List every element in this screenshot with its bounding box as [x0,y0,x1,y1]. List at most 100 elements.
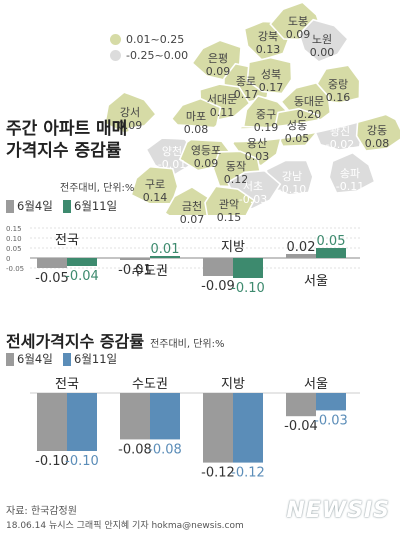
district-value: 0.16 [325,91,351,104]
district-label-11: 중구 0.19 [254,108,279,134]
chart2-legend-item-2: 6월11일 [63,351,117,367]
bar-지방-1 [203,393,233,463]
district-name: 광진 [329,125,351,138]
district-label-12: 성동 0.05 [285,119,310,145]
district-name: 노원 [311,33,333,46]
district-label-5: 성북 0.17 [259,68,284,94]
district-area-2 [298,18,349,63]
category-label-서울: 서울 [304,377,328,392]
bar-지방-2 [233,393,263,463]
district-name: 서대문 [206,93,238,106]
value-label-전국-1: -0.05 [35,271,69,286]
district-value: 0.17 [233,88,259,101]
category-label-수도권: 수도권 [132,377,168,392]
chart2-legend-swatch-1 [6,352,14,366]
district-name: 종로 [235,75,257,88]
district-value: 0.05 [284,132,310,145]
bar-서울-2 [316,393,346,411]
district-area-3 [191,39,242,82]
district-label-10: 마포 0.08 [184,110,209,136]
district-label-2: 노원 0.00 [310,33,335,59]
legend-positive-label: 0.01~0.25 [126,33,185,46]
district-value: 0.08 [183,123,209,136]
district-label-3: 은평 0.09 [206,52,231,78]
category-label-지방: 지방 [221,240,245,255]
district-label-13: 광진 -0.02 [326,125,354,151]
district-value: 0.14 [142,191,168,204]
legend-negative: -0.25~0.00 [110,49,188,62]
district-value: 0.09 [285,28,311,41]
district-name: 성북 [260,68,282,81]
value-label-전국-2: -0.10 [65,454,99,469]
value-label-서울-2: 0.05 [317,234,346,249]
district-label-21: 송파 -0.11 [336,167,364,193]
bar-전국-2 [67,258,97,266]
district-value: 0.17 [258,81,284,94]
district-value: -0.03 [238,193,268,206]
value-label-서울-2: -0.03 [314,413,348,428]
category-label-전국: 전국 [55,233,79,248]
value-label-지방-2: -0.10 [231,281,265,296]
district-value: 0.12 [223,173,249,186]
category-label-전국: 전국 [55,377,79,392]
district-value: 0.20 [296,108,322,121]
source-text: 자료: 한국감정원 [6,506,77,517]
newsis-watermark: NEWSIS [286,498,390,523]
district-value: -0.10 [277,183,307,196]
district-label-14: 강동 0.08 [365,124,390,150]
district-value: 0.08 [364,137,390,150]
district-name: 구로 [144,178,166,191]
district-name: 송파 [339,167,361,180]
district-value: 0.03 [244,150,270,163]
district-name: 관악 [218,198,240,211]
bar-서울-1 [286,393,316,417]
value-label-서울-1: 0.02 [287,240,316,255]
category-label-수도권: 수도권 [132,264,168,279]
bar-전국-1 [37,393,67,451]
district-label-8: 동대문 0.20 [294,95,324,121]
seoul-district-map [104,1,400,215]
district-value: 0.11 [209,106,235,119]
district-name: 영등포 [190,144,222,157]
district-area-21 [328,151,376,194]
chart1-legend-item-1: 6월4일 [6,198,53,214]
district-label-23: 금천 0.07 [180,200,205,226]
district-label-18: 구로 0.14 [143,178,168,204]
chart2-legend-swatch-2 [63,352,71,366]
district-area-18 [130,165,179,205]
bar-지방-1 [203,258,233,276]
y-tick-label--0.05: -0.05 [6,265,24,273]
han-river [128,104,390,143]
district-label-24: 관악 0.15 [217,198,242,224]
district-name: 강서 [119,106,141,119]
district-label-1: 도봉 0.09 [286,15,311,41]
district-value: 0.09 [205,65,231,78]
chart2-header: 전세가격지수 증감률 전주대비, 단위:% [6,328,225,352]
district-name: 동대문 [293,95,325,108]
chart2-legend-item-1: 6월4일 [6,351,53,367]
legend-positive-swatch [110,34,121,45]
chart2-title: 전세가격지수 증감률 [6,332,145,351]
district-label-4: 종로 0.17 [234,75,259,101]
jeonse-price-chart: -0.10-0.10 전국 -0.08-0.08 수도권 -0.12-0.12 지방 -0.… [30,377,360,481]
legend-negative-label: -0.25~0.00 [126,49,189,62]
district-label-17: 용산 0.03 [245,137,270,163]
category-label-서울: 서울 [304,274,328,289]
district-label-0: 강북 0.13 [256,30,281,56]
district-name: 동작 [225,160,247,173]
bar-수도권-2 [150,256,180,258]
district-label-7: 서대문 0.11 [207,93,237,119]
district-value: -0.02 [325,138,355,151]
district-name: 도봉 [287,15,309,28]
value-label-지방-2: -0.12 [231,466,265,481]
district-name: 중구 [255,108,277,121]
chart1-title: 주간 아파트 매매가격지수 증감률 [6,119,128,161]
value-label-전국-1: -0.10 [35,454,69,469]
value-label-수도권-2: 0.01 [151,242,180,257]
value-label-서울-1: -0.04 [284,419,318,434]
value-label-수도권-1: -0.01 [118,263,152,278]
district-value: 0.09 [117,119,143,132]
district-name: 강북 [257,30,279,43]
district-name: 강남 [281,170,303,183]
district-label-20: 강남 -0.10 [278,170,306,196]
